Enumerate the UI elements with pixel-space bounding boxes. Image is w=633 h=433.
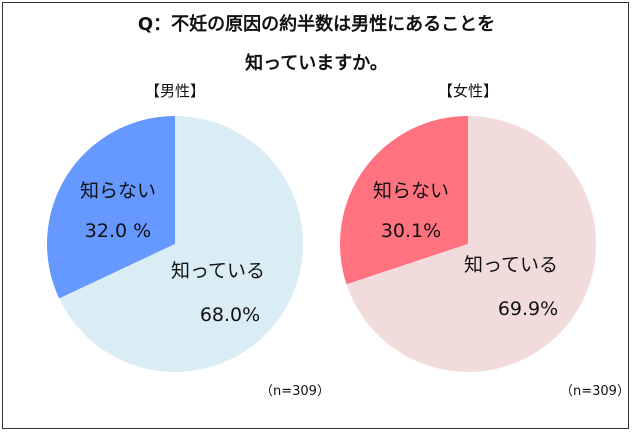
pie-slice-aware [59, 116, 304, 372]
pie-chart-female: 知らない 30.1% 知っている 69.9% [340, 116, 596, 372]
sample-size-female: （n=309） [560, 384, 630, 399]
slice-category-label: 知らない [80, 180, 156, 202]
slice-value-label: 32.0 % [85, 220, 151, 242]
chart-title-line1: Q：不妊の原因の約半数は男性にあることを [137, 14, 496, 35]
slice-category-label: 知らない [373, 180, 449, 202]
chart-title-line2: 知っていますか。 [245, 53, 388, 74]
pie-title-female: 【女性】 [437, 82, 498, 100]
pie-title-male: 【男性】 [144, 82, 205, 100]
pie-chart-male: 知らない 32.0 % 知っている 68.0% [46, 116, 304, 372]
pie-slice-aware [346, 116, 596, 372]
slice-category-label: 知っている [171, 260, 265, 282]
sample-size-male: （n=309） [260, 384, 330, 399]
pie-slice-unaware [46, 116, 175, 299]
pie-slice-unaware [340, 116, 468, 285]
slice-category-label: 知っている [464, 254, 558, 276]
slice-value-label: 69.9% [498, 298, 558, 320]
slice-value-label: 30.1% [381, 220, 441, 242]
slice-value-label: 68.0% [200, 304, 260, 326]
